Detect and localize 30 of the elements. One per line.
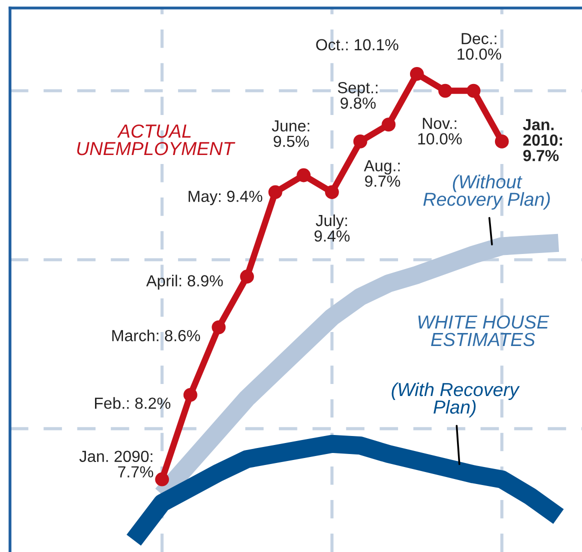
- data-label: July: 9.4%: [314, 214, 350, 242]
- point: [268, 185, 282, 200]
- text: ACTUAL UNEMPLOYMENT: [77, 124, 236, 156]
- point: [212, 320, 226, 334]
- data-label: Nov.: 10.0%: [418, 118, 462, 144]
- data-label: Jan. 2010: 9.7%: [522, 119, 562, 162]
- data-label: Jan. 2090: 7.7%: [79, 450, 154, 478]
- point: [466, 84, 480, 98]
- data-label: April: 8.9%: [146, 274, 223, 290]
- data-label: Aug.: 9.7%: [364, 160, 400, 187]
- series-label: (With Recovery Plan): [392, 382, 520, 418]
- point: [296, 168, 311, 182]
- data-label: June: 9.5%: [272, 120, 310, 147]
- point: [155, 472, 170, 486]
- point: [382, 118, 396, 132]
- point: [494, 134, 509, 148]
- point: [240, 270, 254, 284]
- point: [438, 84, 452, 98]
- data-label: March: 8.6%: [112, 330, 200, 342]
- data-label: Feb.: 8.2%: [95, 397, 170, 409]
- point: [410, 66, 424, 81]
- data-label: Oct.: 10.1%: [316, 39, 398, 50]
- series-label: (Without Recovery Plan): [423, 174, 550, 210]
- data-label: May: 9.4%: [188, 190, 262, 206]
- point: [183, 388, 198, 402]
- annotation: WHITE HOUSE ESTIMATES: [418, 315, 550, 346]
- point: [353, 134, 368, 148]
- data-label: Sept.: 9.8%: [338, 82, 378, 109]
- data-label: Dec.: 10.0%: [458, 33, 502, 60]
- point: [325, 185, 339, 200]
